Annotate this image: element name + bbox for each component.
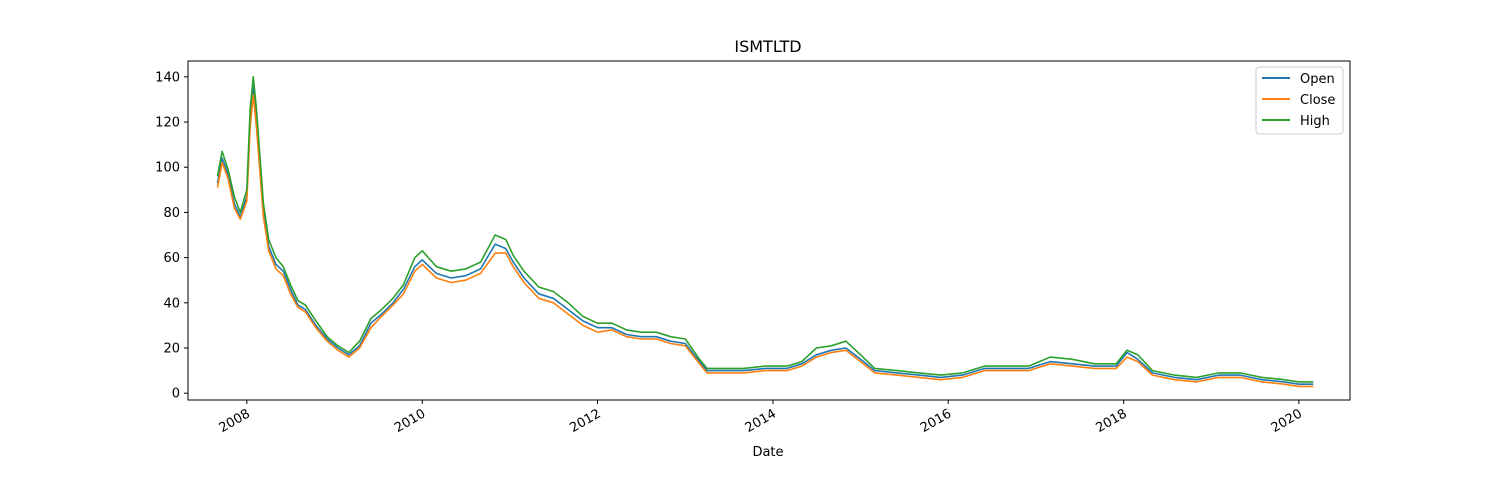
legend: Open Close High <box>1255 66 1344 135</box>
y-axis: 0 20 40 60 80 100 120 140 <box>155 70 188 402</box>
legend-label-close: Close <box>1300 93 1335 108</box>
x-tick-label: 2016 <box>918 406 954 436</box>
y-tick-label: 60 <box>163 251 180 266</box>
x-tick-label: 2020 <box>1269 406 1305 436</box>
series-line-close <box>216 94 1314 388</box>
y-tick-label: 20 <box>163 342 180 357</box>
x-tick-label: 2012 <box>567 406 603 436</box>
x-axis-label: Date <box>752 445 783 460</box>
x-axis: 2008 2010 2012 2014 2016 2018 2020 <box>217 400 1305 436</box>
y-tick-label: 80 <box>163 206 180 221</box>
legend-box <box>1255 66 1344 135</box>
series-line-high <box>216 76 1314 383</box>
x-tick-label: 2008 <box>217 406 253 436</box>
x-tick-label: 2014 <box>743 406 779 436</box>
legend-label-high: High <box>1300 114 1330 129</box>
y-tick-label: 40 <box>163 296 180 311</box>
y-tick-label: 120 <box>155 116 180 131</box>
y-tick-label: 0 <box>172 387 180 402</box>
x-tick-label: 2010 <box>392 406 428 436</box>
chart-title: ISMTLTD <box>734 37 801 56</box>
plot-area <box>216 76 1314 388</box>
legend-label-open: Open <box>1300 72 1335 87</box>
x-tick-label: 2018 <box>1093 406 1129 436</box>
y-tick-label: 140 <box>155 70 180 85</box>
series-line-open <box>216 85 1314 386</box>
y-tick-label: 100 <box>155 161 180 176</box>
plot-frame <box>187 60 1351 401</box>
